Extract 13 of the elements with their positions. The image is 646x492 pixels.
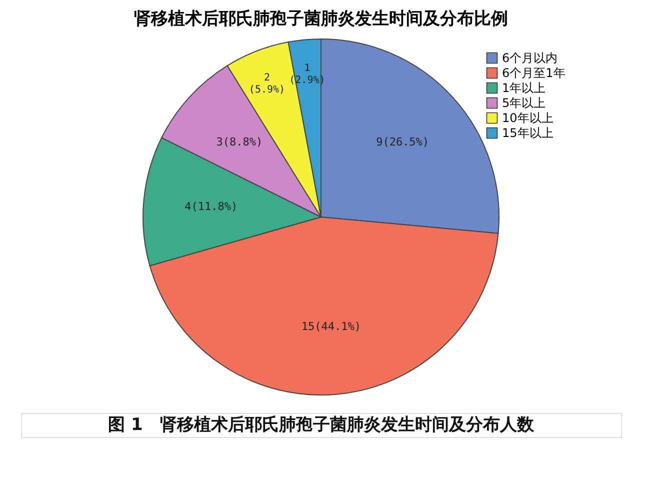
legend-label: 10年以上 bbox=[502, 111, 554, 125]
chart-title: 肾移植术后耶氏肺孢子菌肺炎发生时间及分布比例 bbox=[134, 9, 508, 29]
data-label: 9(26.5%) bbox=[376, 136, 430, 149]
data-label: 2(5.9%) bbox=[248, 72, 286, 96]
legend-label: 5年以上 bbox=[502, 96, 546, 110]
legend-label: 15年以上 bbox=[502, 126, 554, 140]
caption: 图 1 肾移植术后耶氏肺孢子菌肺炎发生时间及分布人数 bbox=[108, 415, 535, 435]
legend-label: 6个月至1年 bbox=[502, 66, 566, 80]
legend-label: 1年以上 bbox=[502, 81, 546, 95]
data-label: 4(11.8%) bbox=[184, 200, 238, 213]
data-label: 15(44.1%) bbox=[301, 320, 361, 333]
data-label: 3(8.8%) bbox=[216, 136, 263, 149]
legend-label: 6个月以内 bbox=[502, 51, 558, 65]
